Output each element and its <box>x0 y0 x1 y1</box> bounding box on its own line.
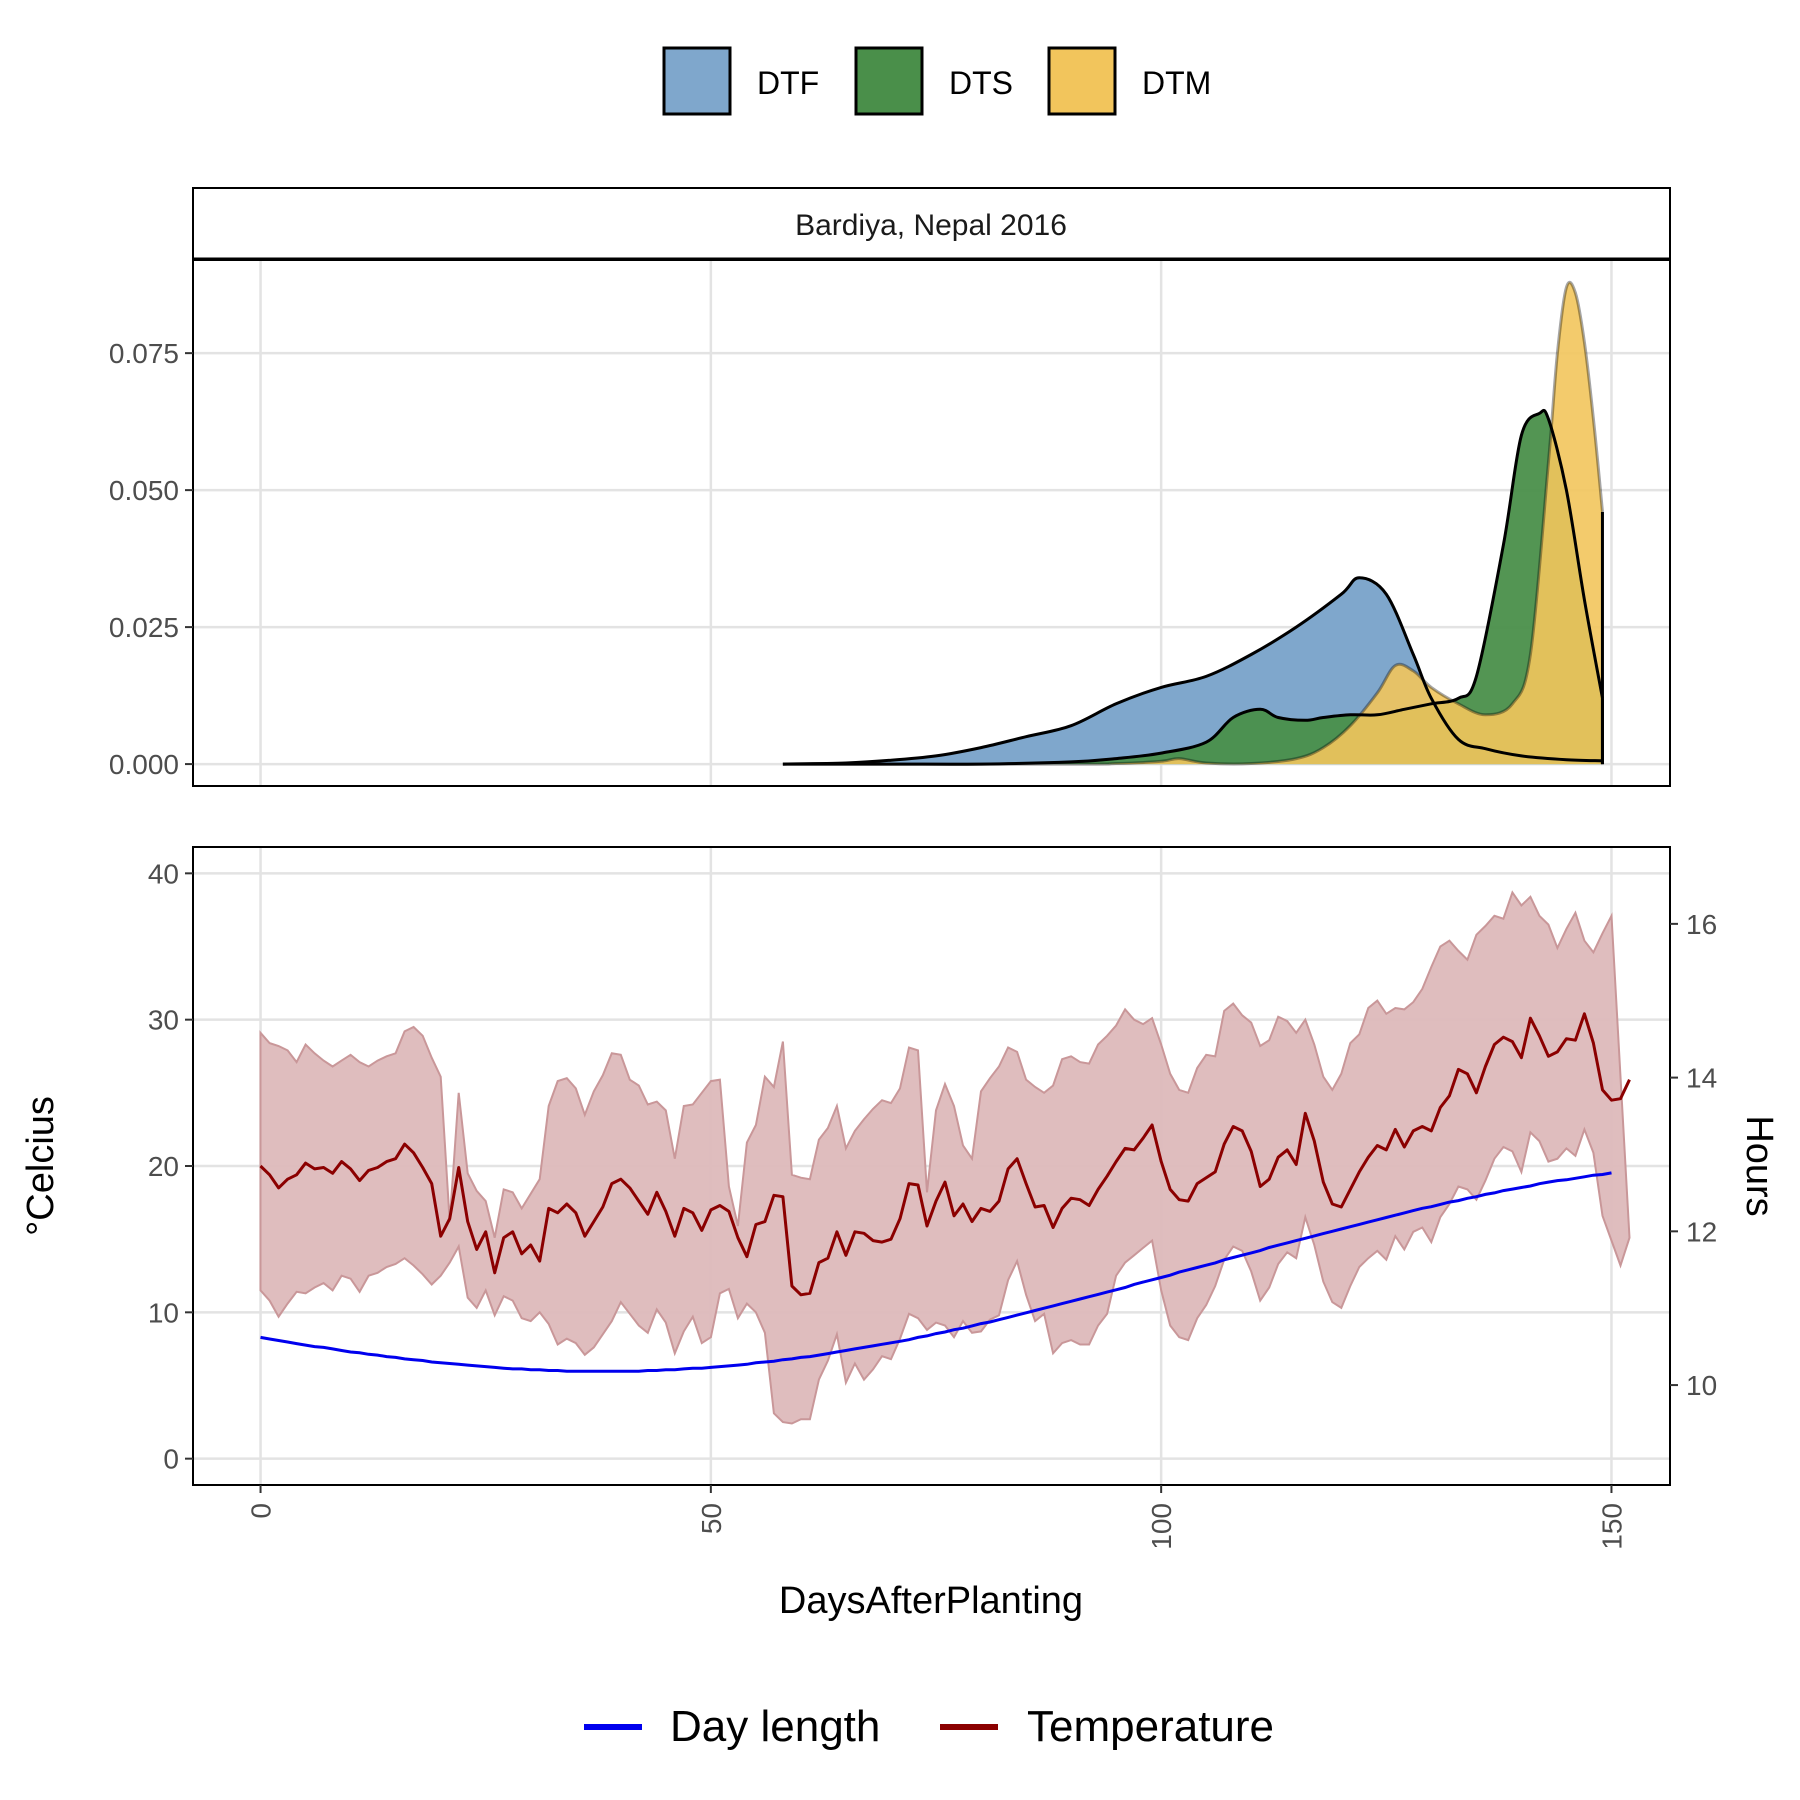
temperature-y-tick-label: 40 <box>148 858 179 889</box>
temperature-line <box>259 1012 1631 1297</box>
facet-title: Bardiya, Nepal 2016 <box>795 209 1067 242</box>
legend-item-dtm: DTM <box>1047 46 1211 116</box>
density-curve-dtf <box>782 576 1603 766</box>
dts-swatch-icon <box>854 46 924 116</box>
density-panel: 0.000 0.025 0.050 0.075 <box>109 259 1671 787</box>
density-curve-dts <box>782 408 1604 766</box>
temperature-y-tick-label: 20 <box>148 1151 179 1182</box>
hours-y-tick-label: 12 <box>1686 1216 1717 1247</box>
top-legend: DTF DTS DTM <box>662 46 1211 116</box>
density-y-tick-label: 0.025 <box>109 612 179 643</box>
bottom-legend: Day length Temperature <box>584 1702 1274 1751</box>
density-y-tick-label: 0.075 <box>109 338 179 369</box>
temperature-y-tick-label: 0 <box>163 1444 179 1475</box>
hours-y-tick-label: 16 <box>1686 909 1717 940</box>
density-areas <box>782 280 1604 766</box>
x-axis-title: DaysAfterPlanting <box>779 1580 1083 1622</box>
temperature-y-tick-label: 10 <box>148 1297 179 1328</box>
y2-axis-title: Hours <box>1738 1115 1780 1216</box>
legend-item-day-length: Day length <box>584 1702 880 1751</box>
hours-y-tick-label: 14 <box>1686 1063 1717 1094</box>
days-x-tick-label: 50 <box>696 1503 727 1534</box>
temperature-range-band <box>259 890 1631 1425</box>
temperature-y-ticks: 0 10 20 30 40 <box>148 858 193 1475</box>
days-x-tick-label: 0 <box>246 1503 277 1519</box>
dtm-swatch-icon <box>1047 46 1117 116</box>
legend-label-dtf: DTF <box>757 65 819 101</box>
y-axis-title: °Celcius <box>20 1096 62 1236</box>
legend-item-dts: DTS <box>854 46 1013 116</box>
density-y-tick-label: 0.050 <box>109 475 179 506</box>
density-panel-border <box>192 259 1671 787</box>
hours-y-ticks: 10 12 14 16 <box>1670 909 1717 1401</box>
days-x-tick-label: 100 <box>1146 1503 1177 1550</box>
legend-item-dtf: DTF <box>662 46 819 116</box>
temperature-y-tick-label: 30 <box>148 1005 179 1036</box>
density-y-tick-label: 0.000 <box>109 749 179 780</box>
days-x-ticks: 0 50 100 150 <box>246 1485 1627 1550</box>
climate-panel: 0 10 20 30 40 10 12 14 16 0 50 100 150 <box>148 846 1717 1550</box>
legend-label-dts: DTS <box>949 65 1013 101</box>
dtf-swatch-icon <box>662 46 732 116</box>
legend-item-temperature: Temperature <box>940 1702 1274 1751</box>
legend-label-dtm: DTM <box>1142 65 1211 101</box>
legend-label-day-length: Day length <box>670 1702 880 1751</box>
density-y-ticks: 0.000 0.025 0.050 0.075 <box>109 338 193 780</box>
density-area-dtm <box>782 282 1603 765</box>
density-curve-dtm <box>782 280 1604 766</box>
day-length-line <box>260 1171 1612 1373</box>
legend-label-temperature: Temperature <box>1027 1702 1274 1751</box>
days-x-tick-label: 150 <box>1596 1503 1627 1550</box>
facet-strip: Bardiya, Nepal 2016 <box>192 187 1671 261</box>
climate-series <box>259 890 1631 1425</box>
hours-y-tick-label: 10 <box>1686 1370 1717 1401</box>
